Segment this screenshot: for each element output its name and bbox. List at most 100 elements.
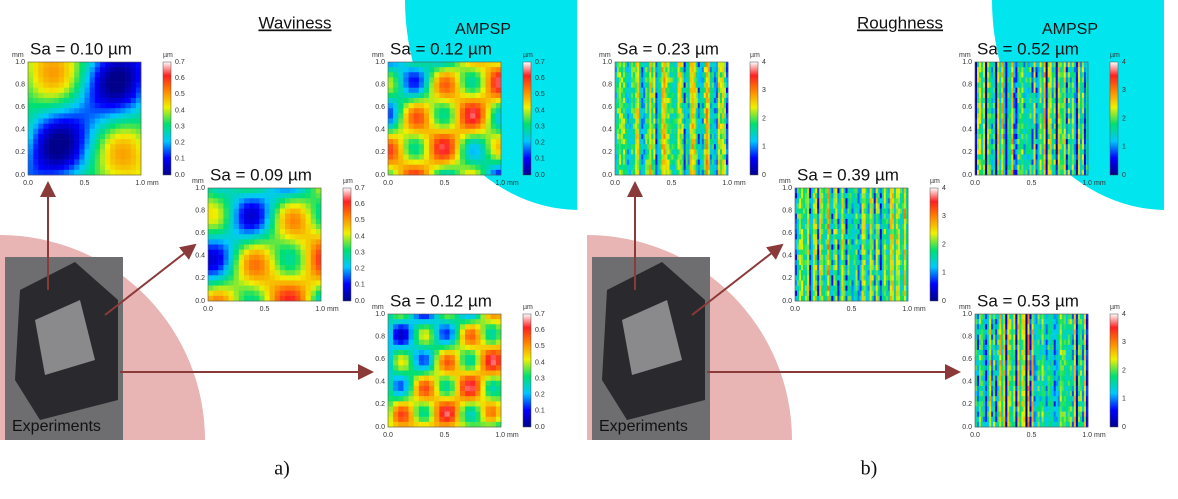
heatmap-cell (460, 412, 465, 417)
heatmap-cell (892, 193, 894, 198)
heatmap-cell (815, 260, 817, 265)
heatmap-cell (398, 113, 403, 118)
heatmap-cell (690, 108, 692, 113)
heatmap-cell (663, 113, 665, 118)
heatmap-cell (229, 193, 234, 198)
heatmap-cell (706, 113, 708, 118)
heatmap-cell (496, 129, 501, 134)
heatmap-cell (896, 280, 898, 285)
heatmap-cell (229, 286, 234, 291)
heatmap-cell (722, 144, 724, 149)
heatmap-cell (882, 275, 884, 280)
heatmap-cell (1011, 93, 1013, 98)
heatmap-cell (997, 83, 999, 88)
heatmap-cell (977, 149, 979, 154)
heatmap-cell (1011, 62, 1013, 67)
heatmap-cell (637, 160, 639, 165)
heatmap-cell (849, 198, 851, 203)
heatmap-cell (712, 170, 714, 175)
heatmap-cell (667, 129, 669, 134)
heatmap-cell (817, 270, 819, 275)
heatmap-cell (1003, 103, 1005, 108)
heatmap-cell (475, 139, 480, 144)
heatmap-cell (439, 371, 444, 376)
heatmap-cell (831, 270, 833, 275)
heatmap-cell (470, 360, 475, 365)
heatmap-cell (983, 124, 985, 129)
heatmap-cell (429, 381, 434, 386)
heatmap-cell (835, 209, 837, 214)
heatmap-cell (678, 170, 680, 175)
heatmap-cell (714, 72, 716, 77)
heatmap-cell (414, 67, 419, 72)
heatmap-cell (811, 265, 813, 270)
heatmap-cell (290, 296, 295, 301)
heatmap-cell (692, 108, 694, 113)
heatmap-cell (811, 219, 813, 224)
heatmap-cell (995, 93, 997, 98)
heatmap-cell (799, 224, 801, 229)
heatmap-cell (100, 72, 105, 77)
heatmap-cell (880, 224, 882, 229)
heatmap-cell (651, 165, 653, 170)
heatmap-cell (831, 239, 833, 244)
heatmap-cell (218, 260, 223, 265)
heatmap-cell (704, 170, 706, 175)
heatmap-cell (698, 83, 700, 88)
heatmap-cell (486, 139, 491, 144)
heatmap-cell (445, 62, 450, 67)
heatmap-cell (398, 77, 403, 82)
heatmap-cell (470, 329, 475, 334)
heatmap-cell (696, 67, 698, 72)
heatmap-cell (635, 98, 637, 103)
heatmap-cell (870, 224, 872, 229)
heatmap-cell (801, 203, 803, 208)
heatmap-cell (704, 62, 706, 67)
heatmap-cell (692, 134, 694, 139)
heatmap-cell (316, 270, 321, 275)
heatmap-cell (718, 119, 720, 124)
heatmap-cell (85, 108, 90, 113)
heatmap-cell (615, 83, 617, 88)
heatmap-cell (280, 239, 285, 244)
heatmap-cell (852, 286, 854, 291)
heatmap-cell (898, 280, 900, 285)
heatmap-cell (43, 77, 48, 82)
heatmap-cell (445, 98, 450, 103)
heatmap-cell (655, 83, 657, 88)
heatmap-cell (398, 149, 403, 154)
heatmap-cell (637, 124, 639, 129)
heatmap-cell (1007, 88, 1009, 93)
colorbar-tick-label: 0.1 (535, 156, 545, 163)
heatmap-cell (845, 193, 847, 198)
heatmap-cell (429, 376, 434, 381)
heatmap-cell (900, 209, 902, 214)
heatmap-cell (623, 154, 625, 159)
heatmap-cell (486, 355, 491, 360)
heatmap-cell (480, 144, 485, 149)
heatmap-cell (995, 98, 997, 103)
heatmap-cell (480, 371, 485, 376)
heatmap-cell (1005, 62, 1007, 67)
heatmap-cell (445, 77, 450, 82)
heatmap-cell (688, 72, 690, 77)
heatmap-cell (886, 270, 888, 275)
heatmap-cell (813, 209, 815, 214)
heatmap-cell (270, 296, 275, 301)
heatmap-cell (49, 124, 54, 129)
heatmap-cell (659, 113, 661, 118)
heatmap-cell (852, 239, 854, 244)
heatmap-cell (995, 103, 997, 108)
heatmap-cell (665, 108, 667, 113)
heatmap-cell (419, 417, 424, 422)
heatmap-cell (827, 229, 829, 234)
heatmap-cell (244, 270, 249, 275)
heatmap-cell (862, 209, 864, 214)
heatmap-cell (388, 345, 393, 350)
heatmap-cell (823, 265, 825, 270)
heatmap-cell (690, 139, 692, 144)
heatmap-cell (249, 275, 254, 280)
heatmap-cell (989, 88, 991, 93)
heatmap-cell (827, 255, 829, 260)
heatmap-cell (821, 239, 823, 244)
